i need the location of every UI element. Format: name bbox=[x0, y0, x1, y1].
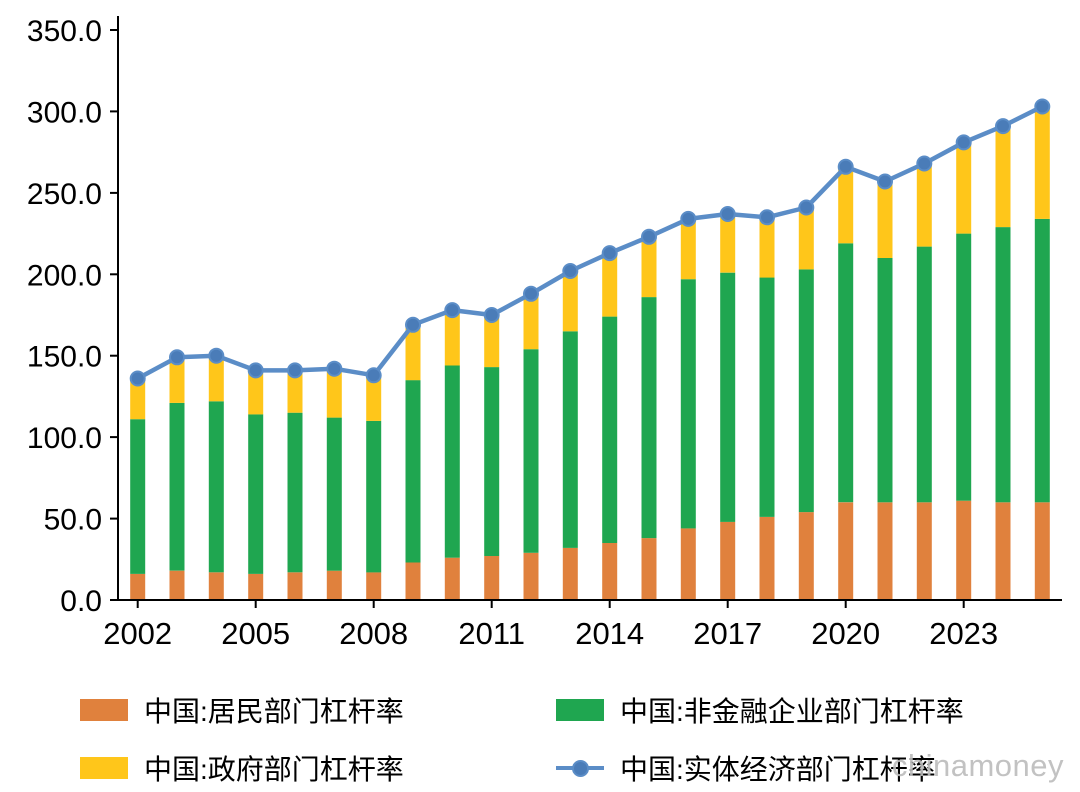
svg-text:2005: 2005 bbox=[221, 616, 290, 651]
svg-text:2002: 2002 bbox=[103, 616, 172, 651]
legend-label-real-economy: 中国:实体经济部门杠杆率 bbox=[620, 754, 936, 785]
leverage-chart: 350.0 300.0 250.0 200.0 150.0 100.0 50.0 0.0 200… bbox=[27, 15, 1062, 651]
svg-text:2008: 2008 bbox=[339, 616, 408, 651]
watermark: chinamoney bbox=[891, 748, 1064, 783]
legend-item-nonfinancial-corporate: 中国:非金融企业部门杠杆率 bbox=[556, 690, 964, 730]
legend-swatch-household-icon bbox=[80, 699, 128, 721]
svg-text:2017: 2017 bbox=[693, 616, 762, 651]
legend-label-government: 中国:政府部门杠杆率 bbox=[144, 754, 404, 785]
svg-text:0.0: 0.0 bbox=[60, 585, 102, 618]
legend-label-household: 中国:居民部门杠杆率 bbox=[144, 696, 404, 727]
svg-text:2023: 2023 bbox=[929, 616, 998, 651]
svg-text:50.0: 50.0 bbox=[44, 504, 102, 537]
legend-swatch-corporate-icon bbox=[556, 699, 604, 721]
chart-canvas: 350.0300.0250.0200.0150.0100.050.00.0200… bbox=[27, 15, 1062, 651]
legend-item-real-economy: 中国:实体经济部门杠杆率 bbox=[556, 748, 964, 788]
svg-text:2020: 2020 bbox=[811, 616, 880, 651]
svg-text:2014: 2014 bbox=[575, 616, 644, 651]
svg-text:200.0: 200.0 bbox=[27, 259, 102, 292]
chart-legend: 中国:居民部门杠杆率 中国:非金融企业部门杠杆率 中国:政府部门杠杆率 中国:实… bbox=[80, 690, 964, 788]
svg-text:250.0: 250.0 bbox=[27, 178, 102, 211]
svg-text:100.0: 100.0 bbox=[27, 422, 102, 455]
legend-label-corporate: 中国:非金融企业部门杠杆率 bbox=[620, 696, 964, 727]
svg-text:300.0: 300.0 bbox=[27, 96, 102, 129]
svg-text:150.0: 150.0 bbox=[27, 341, 102, 374]
legend-swatch-government-icon bbox=[80, 757, 128, 779]
legend-swatch-line-dot-icon bbox=[556, 757, 604, 779]
svg-text:2011: 2011 bbox=[458, 616, 525, 651]
legend-item-household: 中国:居民部门杠杆率 bbox=[80, 690, 550, 730]
svg-text:350.0: 350.0 bbox=[27, 15, 102, 48]
legend-item-government: 中国:政府部门杠杆率 bbox=[80, 748, 550, 788]
